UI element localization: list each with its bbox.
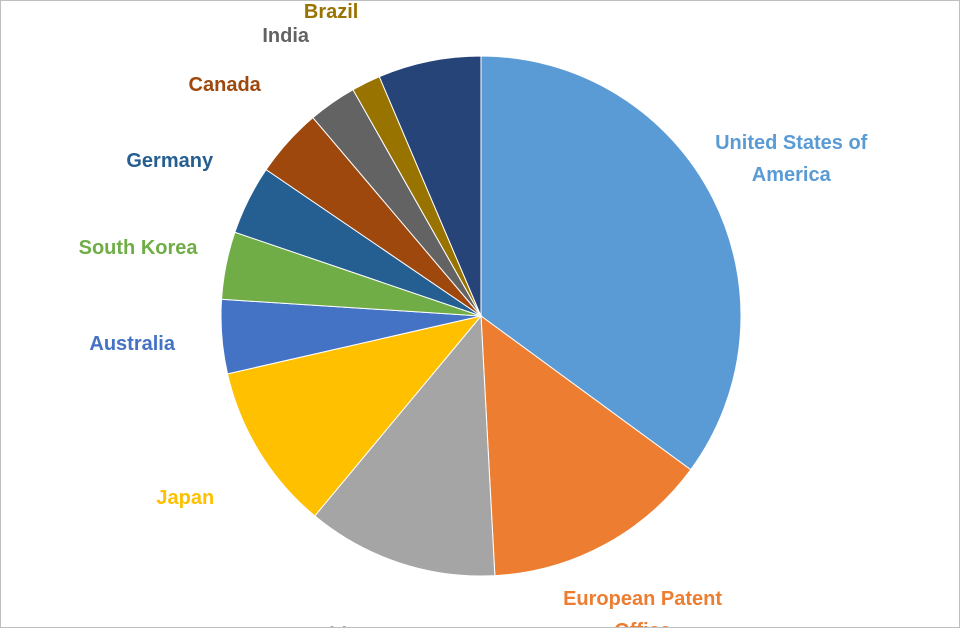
slice-label: Other xyxy=(314,0,514,5)
slice-label: European Patent Office xyxy=(543,583,743,628)
slice-label: United States of America xyxy=(691,127,891,191)
slice-label: China P.Rep. xyxy=(275,619,475,628)
chart: United States of America European Patent … xyxy=(0,0,960,628)
slice-label: South Korea xyxy=(38,232,238,264)
slice-label: Australia xyxy=(32,328,232,360)
slice-label: Germany xyxy=(70,145,270,177)
slice-label: Japan xyxy=(85,482,285,514)
slice-label: Canada xyxy=(125,69,325,101)
